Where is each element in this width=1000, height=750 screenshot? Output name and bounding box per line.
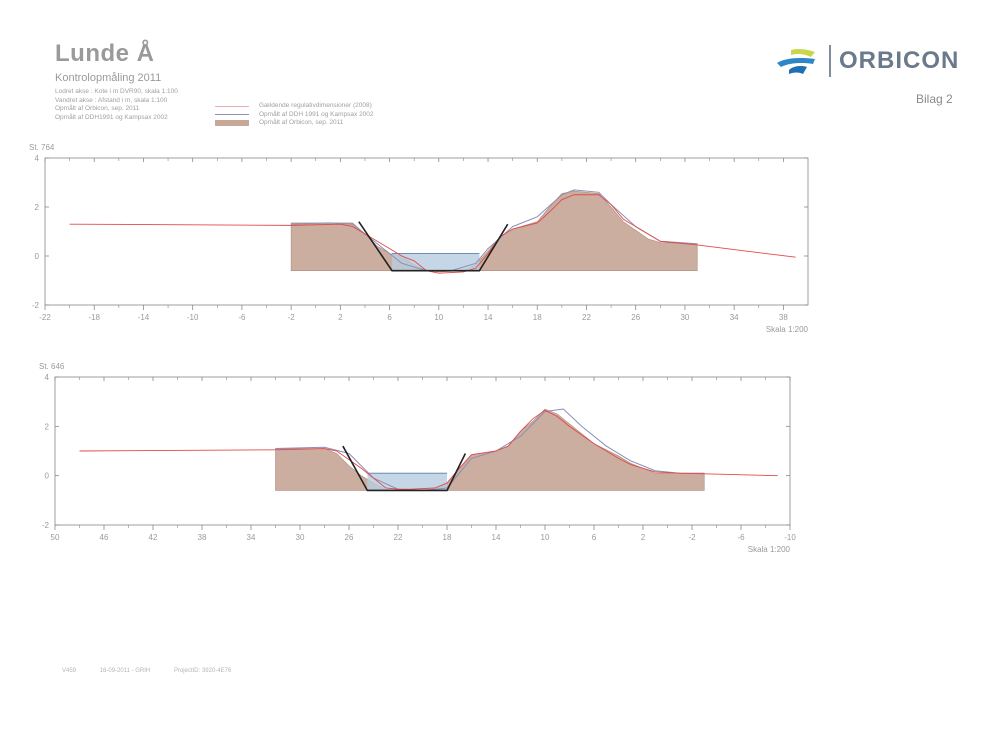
footer-code: V459 <box>62 668 77 674</box>
panel-1-x-tick-label: 38 <box>779 313 788 322</box>
panel-2-x-tick-label: 14 <box>492 533 501 542</box>
legend-label: Opmålt af Orbicon, sep. 2011 <box>259 119 344 126</box>
legend-label: Opmålt af DDH 1991 og Kampsax 2002 <box>259 110 374 118</box>
orbicon-logo-icon <box>777 48 815 74</box>
panel-1-x-tick-label: -18 <box>88 313 100 322</box>
panel-1-x-tick-label: 6 <box>387 313 392 322</box>
panel-1-old-survey-line <box>291 189 698 272</box>
panel-2-x-tick-label: 50 <box>51 533 60 542</box>
panel-2-y-tick-label: 2 <box>45 422 50 431</box>
panel-2-x-tick-label: 46 <box>100 533 109 542</box>
info-block: Lodret akse : Kote i m DVR90, skala 1:10… <box>55 88 178 122</box>
info-line: Lodret akse : Kote i m DVR90, skala 1:10… <box>55 88 178 95</box>
panel-1-design-profile-line <box>358 221 509 272</box>
footer-project: ProjectID: 3920-4E76 <box>173 668 232 674</box>
panel-1-x-tick-label: 30 <box>680 313 689 322</box>
panel-2-y-tick-label: 4 <box>45 373 50 382</box>
orbicon-logo: ORBICON <box>775 45 959 77</box>
panel-2-design-profile-line <box>342 445 467 492</box>
legend: Gældende regulativdimensioner (2008) Opm… <box>215 102 374 128</box>
page-title: Lunde Å <box>55 40 155 67</box>
panel-1-y-tick-label: -2 <box>32 301 40 310</box>
panel-2-x-tick-label: 42 <box>149 533 158 542</box>
panel-1-station-label: St. 764 <box>29 143 55 152</box>
panel-2-x-tick-label: 10 <box>541 533 550 542</box>
panel-2-y-tick-label: 0 <box>45 472 50 481</box>
logo-divider <box>829 45 831 77</box>
panel-2-x-tick-label: 6 <box>592 533 597 542</box>
panel-2-x-tick-label: -10 <box>784 533 796 542</box>
panel-2-x-tick-label: -6 <box>737 533 745 542</box>
panel-1-x-tick-label: 10 <box>434 313 443 322</box>
legend-swatch <box>215 114 249 116</box>
footer: V459 16-09-2011 - GRIH ProjectID: 3920-4… <box>62 668 253 674</box>
legend-swatch <box>215 105 249 107</box>
page-subtitle: Kontrolopmåling 2011 <box>55 72 162 84</box>
panel-1-x-tick-label: 26 <box>631 313 640 322</box>
panel-1-x-tick-label: -6 <box>238 313 246 322</box>
panel-1-y-tick-label: 0 <box>35 252 40 261</box>
panel-1-y-tick-label: 4 <box>35 154 40 163</box>
panel-2-ground-area <box>275 408 705 491</box>
panel-2-old-survey-line <box>275 408 705 491</box>
panel-2-x-tick-label: 22 <box>394 533 403 542</box>
panel-1-water-area <box>392 253 480 271</box>
legend-label: Gældende regulativdimensioner (2008) <box>259 102 372 109</box>
bilag-label: Bilag 2 <box>916 92 953 106</box>
panel-1-x-tick-label: -10 <box>187 313 199 322</box>
panel-2-x-tick-label: 38 <box>198 533 207 542</box>
legend-item: Opmålt af DDH 1991 og Kampsax 2002 <box>215 111 374 120</box>
panel-1-x-tick-label: 22 <box>582 313 591 322</box>
info-line: Vandret akse : Afstand i m, skala 1:100 <box>55 96 168 104</box>
panel-2-x-tick-label: 26 <box>345 533 354 542</box>
panel-2-x-tick-label: 2 <box>641 533 646 542</box>
panel-1-x-tick-label: -14 <box>138 313 150 322</box>
panel-1-frame <box>44 157 809 306</box>
panel-2-station-label: St. 646 <box>39 362 65 371</box>
panel-2-scale-label: Skala 1:200 <box>748 545 791 554</box>
panel-2-x-tick-label: 34 <box>247 533 256 542</box>
panel-1-scale-label: Skala 1:200 <box>766 325 809 334</box>
panel-2-regulativ-line <box>79 409 778 490</box>
panel-1-x-tick-label: 14 <box>484 313 493 322</box>
panel-1-regulativ-line <box>69 194 796 274</box>
panel-2-x-tick-label: -2 <box>688 533 696 542</box>
panel-1-x-tick-label: 34 <box>730 313 739 322</box>
panel-1-ground-area <box>290 190 698 273</box>
legend-item: Gældende regulativdimensioner (2008) <box>215 102 374 111</box>
legend-item: Opmålt af Orbicon, sep. 2011 <box>215 119 374 128</box>
panel-2-frame <box>54 376 791 526</box>
info-line: Opmålt af Orbicon, sep. 2011 <box>55 105 140 112</box>
logo-name: ORBICON <box>839 47 960 74</box>
panel-2-y-tick-label: -2 <box>42 521 50 530</box>
panel-1-y-tick-label: 2 <box>35 203 40 212</box>
panel-1-x-tick-label: -22 <box>39 313 51 322</box>
panel-1-x-tick-label: 2 <box>338 313 343 322</box>
panel-2-x-tick-label: 30 <box>296 533 305 542</box>
panel-2-x-tick-label: 18 <box>443 533 452 542</box>
legend-swatch <box>215 120 249 127</box>
panel-1-x-tick-label: -2 <box>288 313 296 322</box>
panel-2-water-area <box>367 473 447 491</box>
panel-1-x-tick-label: 18 <box>533 313 542 322</box>
info-line: Opmålt af DDH1991 og Kampsax 2002 <box>55 113 168 121</box>
footer-date: 16-09-2011 - GRIH <box>99 668 151 674</box>
